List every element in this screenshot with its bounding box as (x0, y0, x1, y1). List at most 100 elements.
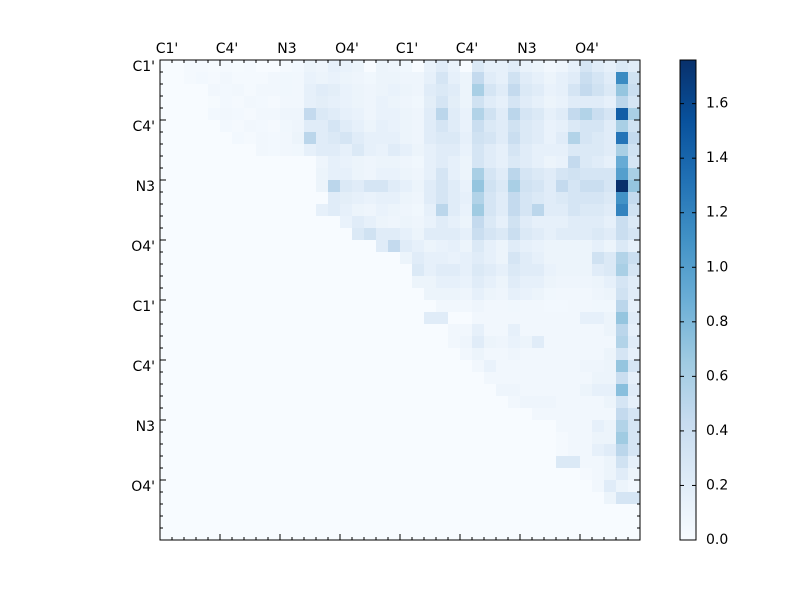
heatmap-cell (436, 144, 448, 156)
heatmap-cell (616, 192, 628, 204)
heatmap-cell (604, 216, 616, 228)
heatmap-cell (280, 144, 292, 156)
heatmap-cell (580, 456, 592, 468)
heatmap-cell (412, 144, 424, 156)
axis-minor-ticks (159, 59, 641, 541)
heatmap-cell (424, 288, 436, 300)
heatmap-cell (316, 108, 328, 120)
heatmap-cell (280, 60, 292, 72)
heatmap-cell (472, 288, 484, 300)
heatmap-cell (220, 96, 232, 108)
heatmap-cell (244, 84, 256, 96)
heatmap-cell (448, 108, 460, 120)
heatmap-cell (556, 156, 568, 168)
heatmap-cell (556, 420, 568, 432)
heatmap-cell (412, 72, 424, 84)
heatmap-cell (328, 96, 340, 108)
heatmap-cell (268, 120, 280, 132)
heatmap-cell (412, 120, 424, 132)
heatmap-cell (604, 84, 616, 96)
heatmap-cell (352, 156, 364, 168)
heatmap-cell (364, 168, 376, 180)
heatmap-cell (460, 132, 472, 144)
heatmap-cell (484, 180, 496, 192)
heatmap-cell (400, 204, 412, 216)
heatmap-cell (592, 156, 604, 168)
heatmap-cell (316, 132, 328, 144)
heatmap-cell (484, 120, 496, 132)
heatmap-cell (436, 204, 448, 216)
heatmap-cell (472, 72, 484, 84)
heatmap-cell (400, 72, 412, 84)
colorbar-tick-label: 1.4 (706, 150, 728, 166)
heatmap-cell (376, 216, 388, 228)
y-tick-label: C1' (132, 59, 155, 75)
heatmap-cell (484, 240, 496, 252)
colorbar-tick-label: 1.2 (706, 205, 728, 221)
heatmap-cell (532, 396, 544, 408)
heatmap-cell (448, 324, 460, 336)
heatmap-cell (544, 228, 556, 240)
heatmap-cell (628, 120, 640, 132)
heatmap-cell (580, 300, 592, 312)
heatmap-cell (592, 360, 604, 372)
heatmap-cell (604, 420, 616, 432)
heatmap-cell (592, 264, 604, 276)
heatmap-cell (508, 192, 520, 204)
heatmap-cell (424, 240, 436, 252)
heatmap-cell (232, 72, 244, 84)
heatmap-cell (496, 204, 508, 216)
heatmap-cell (592, 312, 604, 324)
heatmap-cell (556, 108, 568, 120)
heatmap-cell (484, 144, 496, 156)
heatmap-cell (496, 168, 508, 180)
heatmap-cell (316, 96, 328, 108)
heatmap-cell (592, 240, 604, 252)
heatmap-cell (580, 60, 592, 72)
x-tick-label: C4' (456, 41, 479, 57)
heatmap-cell (376, 96, 388, 108)
heatmap-cell (292, 120, 304, 132)
heatmap-cell (544, 300, 556, 312)
heatmap-cell (532, 240, 544, 252)
heatmap-cell (544, 60, 556, 72)
heatmap-cell (508, 60, 520, 72)
heatmap-cell (580, 276, 592, 288)
heatmap-cell (496, 288, 508, 300)
heatmap-cell (556, 72, 568, 84)
heatmap-cell (568, 276, 580, 288)
heatmap-cell (400, 240, 412, 252)
heatmap-cell (604, 60, 616, 72)
heatmap-cell (460, 120, 472, 132)
heatmap-cell (556, 96, 568, 108)
heatmap-cell (472, 156, 484, 168)
heatmap-cell (280, 84, 292, 96)
heatmap-cell (532, 204, 544, 216)
heatmap-cell (532, 252, 544, 264)
heatmap-cell (496, 240, 508, 252)
heatmap-cell (412, 156, 424, 168)
heatmap-cell (616, 396, 628, 408)
heatmap-cell (364, 228, 376, 240)
heatmap-cell (532, 192, 544, 204)
heatmap-cell (592, 408, 604, 420)
heatmap-cell (340, 204, 352, 216)
heatmap-cell (232, 60, 244, 72)
heatmap-cell (604, 120, 616, 132)
heatmap-cell (352, 84, 364, 96)
heatmap-cell (520, 276, 532, 288)
heatmap-cell (616, 96, 628, 108)
heatmap-cell (484, 108, 496, 120)
heatmap-cell (316, 144, 328, 156)
heatmap-cell (448, 72, 460, 84)
heatmap-cell (604, 276, 616, 288)
heatmap-cell (484, 264, 496, 276)
heatmap-cell (628, 276, 640, 288)
heatmap-cell (436, 300, 448, 312)
heatmap-cell (544, 372, 556, 384)
heatmap-cell (628, 444, 640, 456)
heatmap-cell (544, 144, 556, 156)
heatmap-cell (484, 216, 496, 228)
heatmap-cell (256, 108, 268, 120)
